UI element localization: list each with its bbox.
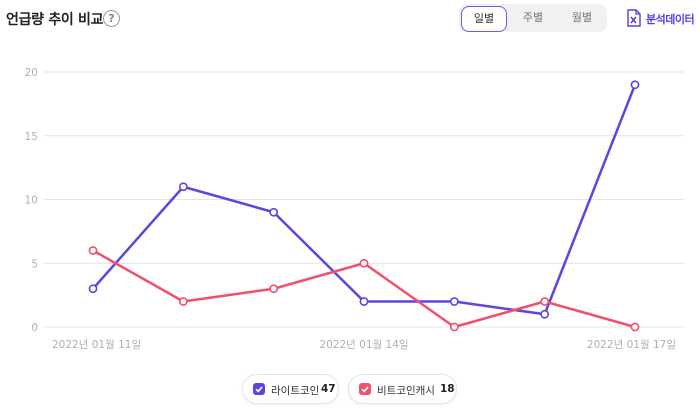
x-tick-label: 2022년 01월 17일 [587,338,676,351]
y-tick-label: 10 [25,195,38,207]
x-tick-label: 2022년 01월 11일 [52,338,141,351]
legend-label: 비트코인캐시 [377,385,435,397]
x-tick-label: 2022년 01월 14일 [319,338,408,351]
data-point [269,207,279,217]
x-axis: 2022년 01월 11일 2022년 01월 14일 2022년 01월 17일 [52,338,676,351]
tab-weekly[interactable]: 주별 [522,11,544,24]
y-tick-label: 20 [25,67,38,79]
data-point [359,297,369,306]
legend-item-bitcoin-cash[interactable]: 비트코인캐시 18 [348,374,457,404]
data-point [178,297,188,306]
data-point [540,297,550,306]
excel-icon [627,9,641,27]
tab-monthly[interactable]: 월별 [571,11,593,24]
help-icon[interactable]: ? [103,10,120,27]
data-point [359,258,369,268]
data-point [630,322,640,332]
data-point [540,309,550,319]
page-title: 언급량 추이 비교 [6,12,104,28]
grid-lines [44,71,684,328]
series-lines [92,84,637,329]
chart-header: 언급량 추이 비교 ? 일별 주별 월별 분석데이터 [0,0,700,40]
period-tabs: 일별 주별 월별 [459,4,607,32]
y-axis: 0 5 10 15 20 [25,67,38,334]
legend-label: 라이트코인 [271,385,320,397]
data-point [630,80,640,90]
data-point [269,284,279,294]
export-data-label: 분석데이터 [646,13,695,26]
export-data-button[interactable]: 분석데이터 [626,9,700,27]
series-points [88,80,640,332]
data-point [88,284,98,294]
checkbox-icon[interactable] [253,383,265,395]
y-tick-label: 0 [31,322,38,334]
data-point [449,297,459,306]
y-tick-label: 15 [25,131,38,143]
legend-total: 18 [440,383,455,395]
tab-daily[interactable]: 일별 [461,6,507,32]
data-point [449,322,459,332]
data-point [178,182,188,192]
y-tick-label: 5 [31,258,38,270]
legend-item-litecoin[interactable]: 라이트코인 47 [242,374,339,404]
legend-total: 47 [321,383,336,395]
checkbox-icon[interactable] [359,383,371,395]
data-point [88,246,98,255]
